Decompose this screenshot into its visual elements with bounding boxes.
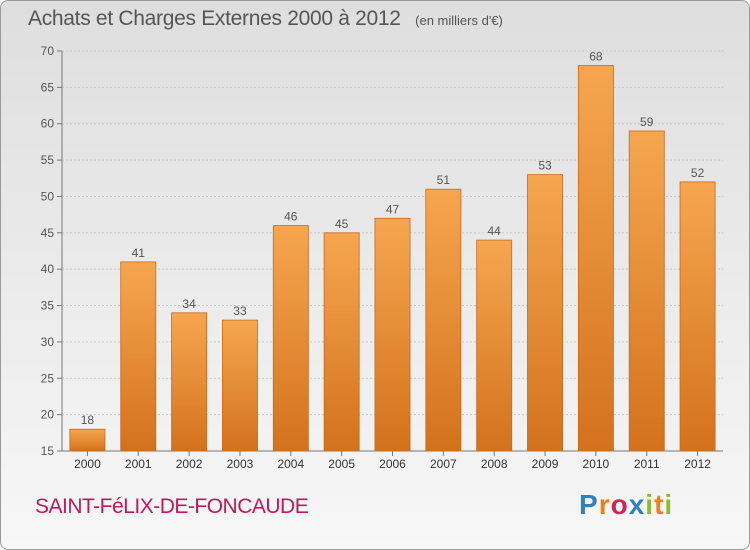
x-tick-label: 2001 [125, 457, 152, 471]
y-tick-label: 35 [41, 299, 55, 313]
x-tick-label: 2005 [328, 457, 355, 471]
y-tick-label: 65 [41, 80, 55, 94]
y-tick-label: 45 [41, 226, 55, 240]
bar [374, 217, 411, 452]
labels: 15 20 25 30 35 40 45 50 55 60 65 70 18 2000 41 2001 34 20… [41, 44, 712, 471]
bar [171, 312, 208, 452]
logo-letter: t [654, 489, 665, 520]
x-tick-label: 2002 [176, 457, 203, 471]
bar-value-label: 51 [437, 173, 451, 187]
x-tick-label: 2012 [684, 457, 711, 471]
y-tick-label: 20 [41, 408, 55, 422]
bar-value-label: 59 [640, 115, 654, 129]
bar [425, 188, 462, 452]
x-tick-label: 2010 [583, 457, 610, 471]
y-tick-label: 50 [41, 189, 55, 203]
bar [69, 428, 106, 452]
bar-value-label: 47 [386, 202, 400, 216]
bar [323, 232, 360, 452]
logo-letter: i [664, 489, 674, 520]
x-tick-label: 2003 [227, 457, 254, 471]
bar-value-label: 41 [132, 246, 146, 260]
y-tick-label: 55 [41, 153, 55, 167]
logo-letter: P [579, 489, 599, 520]
commune-name: SAINT-FéLIX-DE-FONCAUDE [35, 495, 309, 518]
bar-value-label: 33 [233, 304, 247, 318]
bar [222, 319, 258, 452]
x-tick-label: 2009 [532, 457, 559, 471]
x-tick-label: 2007 [430, 457, 457, 471]
bar-value-label: 44 [488, 224, 502, 238]
logo-letter: x [628, 489, 646, 520]
bar-value-label: 34 [182, 297, 196, 311]
y-tick-label: 70 [41, 44, 55, 58]
x-tick-label: 2004 [277, 457, 304, 471]
y-tick-label: 40 [41, 262, 55, 276]
y-tick-label: 25 [41, 371, 55, 385]
bar-value-label: 68 [589, 50, 603, 64]
proxiti-logo: Proxiti [579, 489, 673, 521]
y-tick-label: 30 [41, 335, 55, 349]
bar [628, 130, 665, 452]
x-tick-label: 2011 [634, 457, 660, 471]
title-row: Achats et Charges Externes 2000 à 2012 (… [28, 7, 503, 31]
bar [577, 65, 614, 452]
chart-title: Achats et Charges Externes 2000 à 2012 [28, 7, 401, 30]
logo-letter: i [645, 489, 655, 520]
bar-value-label: 53 [538, 159, 552, 173]
logo-letter: o [610, 489, 629, 520]
bar [272, 225, 309, 452]
bar-value-label: 52 [691, 166, 705, 180]
bar-value-label: 18 [81, 413, 95, 427]
x-tick-label: 2006 [379, 457, 406, 471]
bar [527, 174, 563, 452]
x-tick-label: 2008 [481, 457, 508, 471]
bar [120, 261, 157, 452]
y-tick-label: 60 [41, 117, 55, 131]
bar-value-label: 45 [335, 217, 349, 231]
bar-value-label: 46 [284, 210, 298, 224]
chart-subtitle: (en milliers d'€) [415, 13, 503, 28]
y-tick-label: 15 [41, 444, 55, 458]
x-tick-label: 2000 [74, 457, 101, 471]
logo-letter: r [598, 489, 611, 520]
bars [69, 65, 716, 452]
bar [679, 181, 716, 452]
bar [476, 239, 513, 452]
